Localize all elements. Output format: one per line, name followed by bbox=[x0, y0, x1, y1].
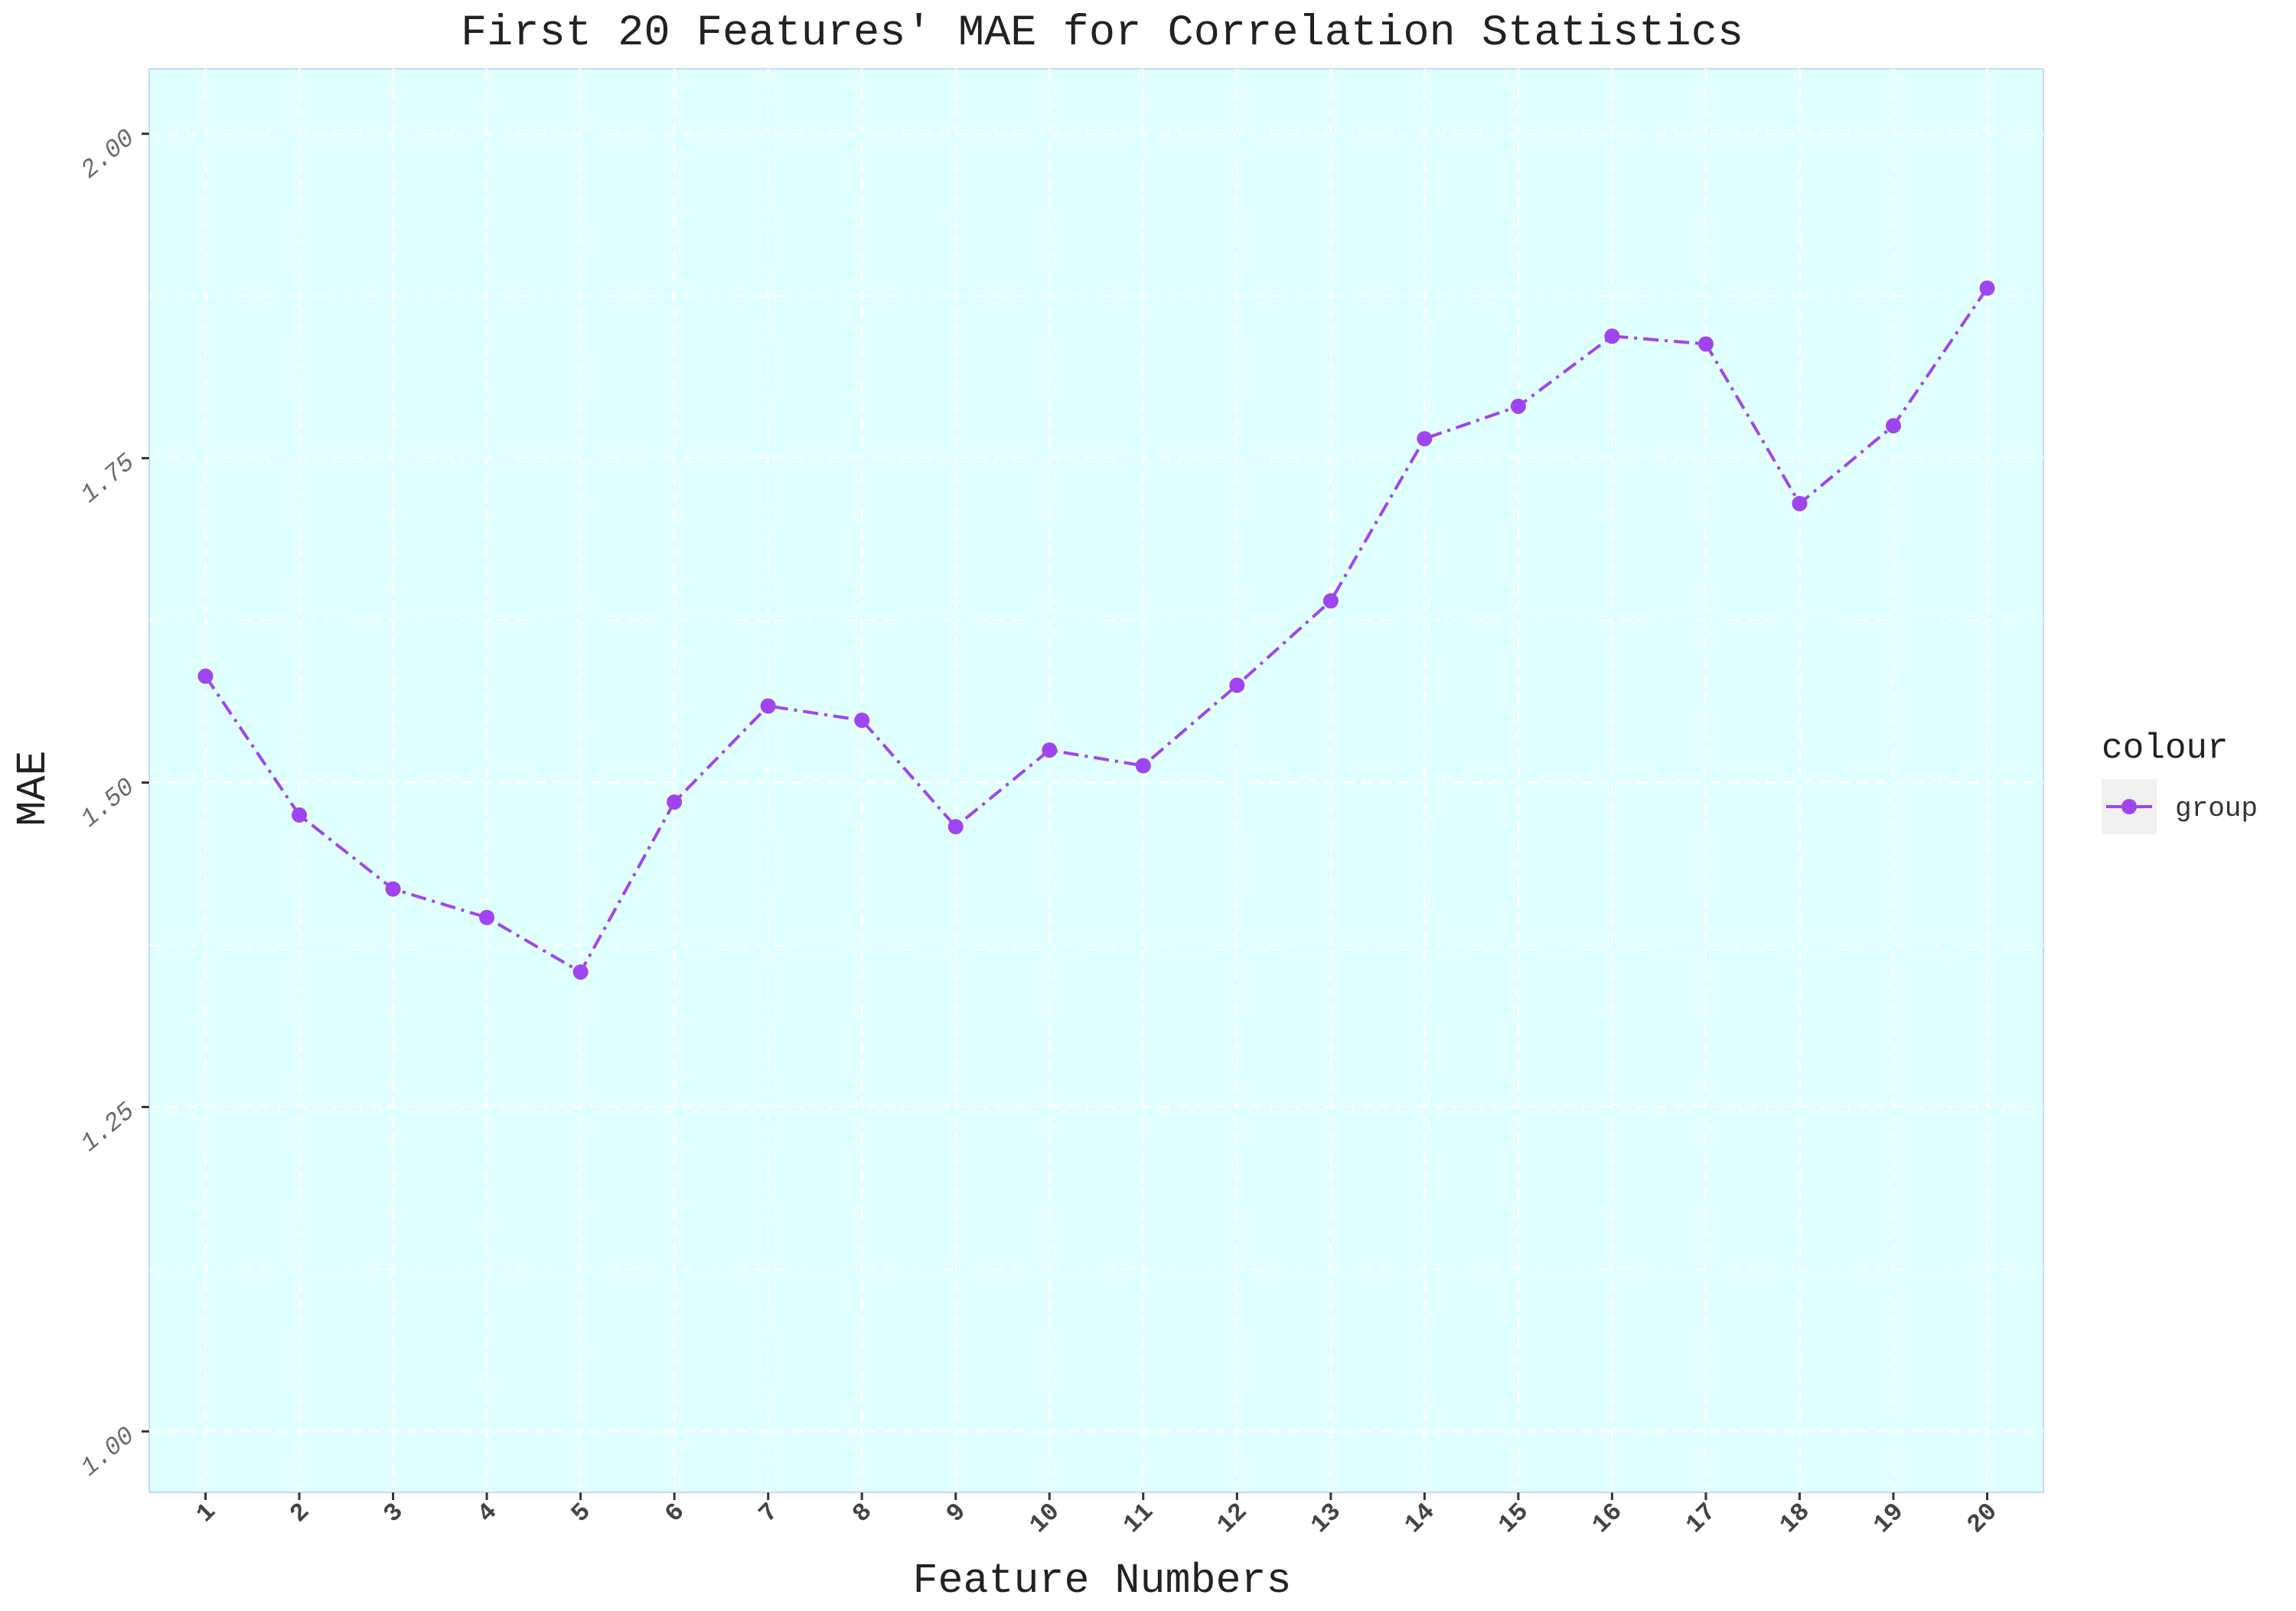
data-point bbox=[1417, 431, 1433, 447]
x-tick-label: 11 bbox=[1118, 1498, 1159, 1539]
legend-label-group: group bbox=[2175, 793, 2258, 824]
x-tick-label: 4 bbox=[472, 1498, 503, 1528]
x-tick-label: 1 bbox=[191, 1498, 221, 1528]
legend: colour group bbox=[2102, 729, 2258, 834]
x-tick-label: 13 bbox=[1306, 1498, 1347, 1539]
data-point bbox=[292, 807, 308, 823]
data-point bbox=[854, 713, 870, 729]
x-tick-label: 2 bbox=[285, 1498, 315, 1528]
x-tick-label: 6 bbox=[660, 1498, 690, 1528]
x-tick-label: 15 bbox=[1493, 1498, 1534, 1539]
data-point bbox=[1229, 677, 1245, 693]
y-axis-title: MAE bbox=[9, 750, 57, 826]
data-point bbox=[1135, 758, 1151, 774]
data-point bbox=[667, 794, 683, 810]
x-tick-label: 17 bbox=[1681, 1498, 1722, 1539]
x-tick-label: 19 bbox=[1868, 1498, 1910, 1539]
data-point bbox=[1322, 593, 1339, 609]
x-tick-label: 10 bbox=[1024, 1498, 1065, 1539]
data-point bbox=[1979, 280, 1995, 296]
data-point bbox=[1885, 418, 1901, 434]
x-axis-title: Feature Numbers bbox=[912, 1557, 1291, 1605]
data-point bbox=[1604, 328, 1620, 344]
y-tick-label: 2.00 bbox=[76, 124, 140, 184]
x-tick-label: 8 bbox=[847, 1498, 878, 1528]
data-point bbox=[197, 668, 214, 684]
x-tick-label: 12 bbox=[1212, 1498, 1253, 1539]
grid-layer bbox=[149, 69, 2043, 1492]
chart-title: First 20 Features' MAE for Correlation S… bbox=[461, 9, 1743, 58]
legend-key-marker bbox=[2122, 799, 2137, 814]
x-tick-label: 18 bbox=[1774, 1498, 1815, 1539]
x-tick-label: 20 bbox=[1962, 1498, 2003, 1539]
data-point bbox=[1510, 398, 1526, 414]
data-point bbox=[760, 698, 776, 714]
y-tick-label: 1.50 bbox=[76, 773, 140, 833]
y-tick-label: 1.00 bbox=[76, 1422, 140, 1482]
y-tick-label: 1.75 bbox=[76, 448, 140, 509]
x-tick-label: 7 bbox=[754, 1498, 784, 1528]
x-tick-label: 9 bbox=[941, 1498, 972, 1528]
data-point bbox=[947, 819, 964, 835]
data-point bbox=[572, 964, 589, 980]
data-point bbox=[385, 881, 401, 897]
data-point bbox=[479, 909, 495, 925]
series-layer bbox=[197, 280, 1995, 980]
x-tick-label: 5 bbox=[566, 1498, 597, 1528]
x-tick-label: 14 bbox=[1399, 1498, 1440, 1539]
series-line-group bbox=[204, 287, 1989, 974]
plot-panel bbox=[148, 68, 2044, 1493]
data-point bbox=[1042, 742, 1058, 758]
data-point bbox=[1792, 496, 1808, 512]
legend-title: colour bbox=[2102, 729, 2229, 768]
x-tick-label: 3 bbox=[378, 1498, 409, 1528]
y-tick-label: 1.25 bbox=[76, 1097, 140, 1158]
data-point bbox=[1698, 336, 1714, 352]
x-tick-label: 16 bbox=[1587, 1498, 1628, 1539]
